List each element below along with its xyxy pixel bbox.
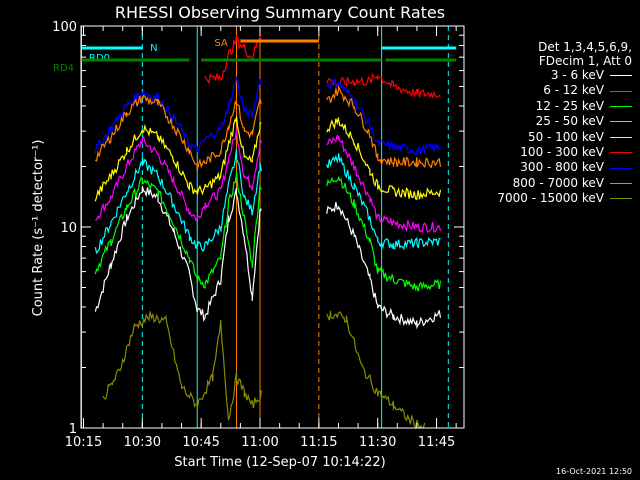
series-line: [95, 128, 442, 234]
legend-entry: 12 - 25 keV: [486, 99, 632, 114]
y-axis-label: Count Rate (s⁻¹ detector⁻¹): [31, 140, 46, 317]
legend-entry-swatch: [610, 121, 632, 123]
series-line: [94, 76, 441, 156]
legend-entry-swatch: [610, 167, 632, 169]
series-line: [102, 310, 426, 430]
legend-header-line-2: FDecim 1, Att 0: [538, 54, 632, 68]
x-tick-label: 10:30: [124, 435, 161, 450]
x-tick-label: 11:00: [241, 435, 278, 450]
x-tick-label: 10:15: [65, 435, 102, 450]
x-tick-label: 10:45: [182, 435, 219, 450]
legend-entry-label: 100 - 300 keV: [520, 145, 604, 160]
x-tick-label: 11:15: [300, 435, 337, 450]
legend-entry: 6 - 12 keV: [486, 83, 632, 98]
status-bar-label: SA: [214, 38, 228, 49]
legend-entry-swatch: [610, 106, 632, 108]
legend-rows: 3 - 6 keV 6 - 12 keV 12 - 25 keV 25 - 50 ke…: [486, 68, 632, 207]
series-line: [94, 149, 441, 255]
legend-entry: 50 - 100 keV: [486, 130, 632, 145]
legend-entry: 3 - 6 keV: [486, 68, 632, 83]
legend-entry-label: 12 - 25 keV: [535, 98, 604, 113]
series-line: [94, 84, 442, 171]
series-line: [94, 116, 442, 202]
legend-entry-swatch: [610, 136, 632, 138]
y-tick-label: 100: [52, 20, 77, 35]
y-tick-label: 1: [69, 422, 77, 437]
footer-timestamp: 16-Oct-2021 12:50: [556, 467, 632, 476]
legend-header-line-1: Det 1,3,4,5,6,9,: [538, 40, 632, 54]
legend-entry-swatch: [610, 75, 632, 77]
legend-entry-label: 800 - 7000 keV: [512, 175, 604, 190]
legend-entry-label: 3 - 6 keV: [550, 68, 604, 82]
bar-label: N: [150, 43, 157, 54]
y-tick-label: 10: [60, 221, 77, 236]
legend-entry-swatch: [610, 152, 632, 154]
annotation-layer: RD0NRD4SA: [53, 38, 457, 74]
legend-entry-swatch: [610, 90, 632, 92]
legend-entry-label: 7000 - 15000 keV: [497, 191, 604, 206]
legend-entry-label: 6 - 12 keV: [543, 83, 604, 98]
legend-entry-swatch: [610, 198, 632, 200]
legend-entry: 7000 - 15000 keV: [486, 191, 632, 206]
legend-entry: 800 - 7000 keV: [486, 176, 632, 191]
series-line: [94, 171, 442, 292]
legend-entry: 25 - 50 keV: [486, 114, 632, 129]
legend-entry: 100 - 300 keV: [486, 145, 632, 160]
x-axis-label: Start Time (12-Sep-07 10:14:22): [174, 455, 385, 470]
status-bar-label: RD4: [53, 63, 74, 74]
x-tick-label: 11:30: [359, 435, 396, 450]
legend-entry: 300 - 800 keV: [486, 160, 632, 175]
legend-entry-label: 50 - 100 keV: [527, 129, 604, 144]
axis-layer: 1 10 100 10:15 10:30 10:45 11:00 11:15 11:30 11:4…: [52, 20, 464, 450]
legend-entry-label: 25 - 50 keV: [535, 114, 604, 129]
legend-entry-swatch: [610, 183, 632, 185]
x-tick-label: 11:45: [418, 435, 455, 450]
legend: Det 1,3,4,5,6,9, FDecim 1, Att 0 3 - 6 k…: [486, 40, 632, 207]
chart-title: RHESSI Observing Summary Count Rates: [115, 3, 445, 22]
legend-entry-label: 300 - 800 keV: [520, 160, 604, 175]
series-line: [94, 185, 442, 330]
